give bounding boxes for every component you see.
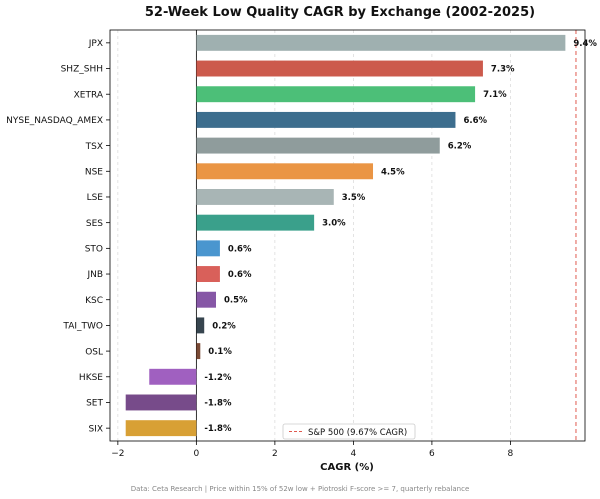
y-tick-label: JPX (88, 39, 103, 49)
bar (196, 266, 220, 282)
bar (196, 189, 334, 205)
data-label: 6.6% (463, 116, 487, 126)
bar (196, 111, 456, 128)
bar (196, 240, 220, 257)
y-tick-label: STO (85, 245, 103, 255)
y-tick-label: KSC (85, 296, 103, 306)
y-tick-label: SHZ_SHH (61, 65, 103, 75)
y-tick-label: TAI_TWO (62, 322, 103, 332)
y-tick-label: XETRA (74, 90, 104, 100)
data-label: 9.4% (573, 39, 597, 49)
y-tick-label: SIX (88, 424, 103, 434)
legend-box (282, 423, 416, 440)
bar (196, 86, 476, 103)
data-label: 0.6% (228, 270, 252, 280)
y-tick-label: OSL (85, 347, 103, 357)
y-tick-label: SET (86, 399, 103, 409)
bar (196, 163, 374, 180)
data-label: 0.1% (208, 347, 232, 357)
y-tick-label: TSX (85, 142, 103, 152)
x-tick-label: 0 (193, 449, 199, 459)
bar (196, 137, 440, 154)
y-tick-label: SES (86, 219, 103, 229)
y-axis-ticks: JPX SHZ_SHH XETRA NYSE_NASDAQ_AMEX TSX NSE LSE… (6, 39, 110, 434)
plot-frame (109, 29, 586, 442)
bar (196, 34, 566, 51)
bar (196, 60, 483, 77)
data-label: 4.5% (381, 167, 405, 177)
data-label: -1.8% (204, 424, 232, 434)
x-tick-label: 4 (351, 449, 357, 459)
data-label: 0.5% (224, 296, 248, 306)
legend-label: S&P 500 (9.67% CAGR) (308, 428, 407, 438)
x-tick-label: 8 (508, 449, 514, 459)
data-label: 7.1% (483, 90, 507, 100)
y-tick-label: JNB (86, 270, 103, 280)
bar (196, 343, 201, 360)
bar (125, 420, 197, 437)
chart-title: 52-Week Low Quality CAGR by Exchange (20… (145, 5, 535, 20)
y-tick-label: HKSE (79, 373, 103, 383)
x-axis-label: CAGR (%) (320, 462, 374, 473)
bar (125, 394, 197, 411)
footnote: Data: Ceta Research | Price within 15% o… (131, 485, 470, 493)
data-label: -1.8% (204, 398, 232, 408)
x-tick-label: −2 (111, 449, 124, 459)
data-label: 0.2% (212, 321, 236, 331)
bar (196, 214, 315, 231)
x-axis-ticks: −2 0 2 4 6 8 (111, 441, 514, 459)
y-tick-label: NSE (85, 167, 103, 177)
data-label: 7.3% (491, 65, 515, 75)
x-tick-label: 6 (429, 449, 435, 459)
y-tick-label: NYSE_NASDAQ_AMEX (6, 116, 103, 126)
bar (196, 317, 205, 334)
legend: S&P 500 (9.67% CAGR) (282, 423, 416, 440)
bars (125, 34, 566, 437)
data-labels: 9.4% 7.3% 7.1% 6.6% 6.2% 4.5% 3.5% 3.0% 0.6% 0.6%… (204, 39, 597, 434)
data-label: 0.6% (228, 244, 252, 254)
data-label: -1.2% (204, 373, 232, 383)
data-label: 6.2% (448, 142, 472, 152)
bar (149, 368, 197, 385)
data-label: 3.5% (342, 193, 366, 203)
data-label: 3.0% (322, 219, 346, 229)
x-tick-label: 2 (272, 449, 278, 459)
bar (196, 291, 216, 308)
y-tick-label: LSE (87, 193, 104, 203)
